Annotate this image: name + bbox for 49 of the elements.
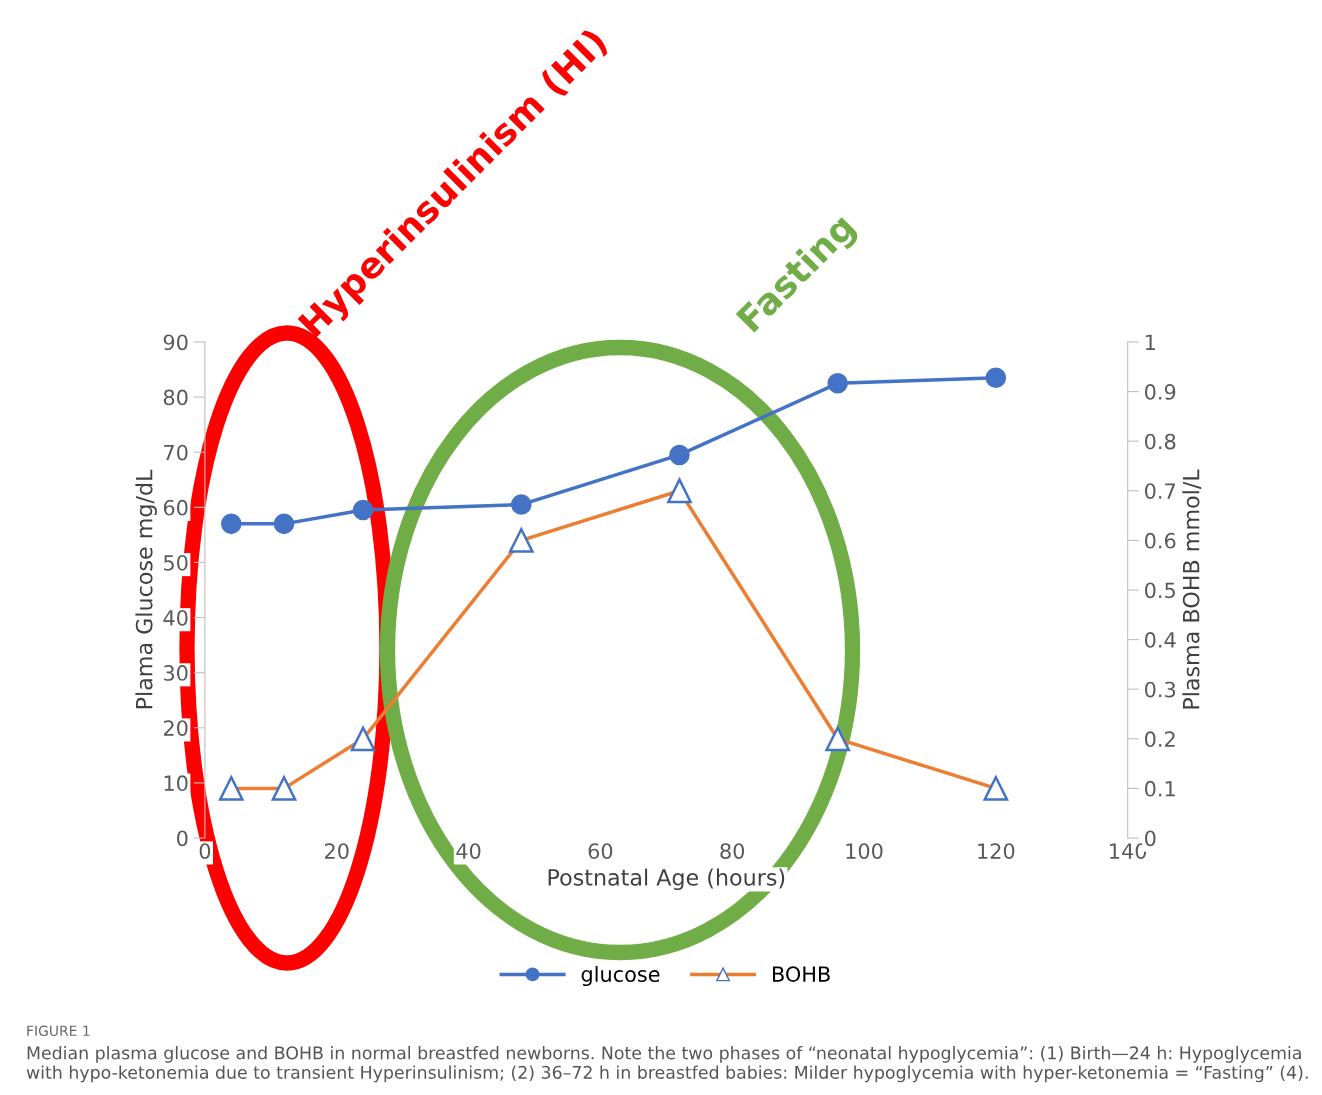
point bbox=[508, 528, 534, 553]
y-tick-label: 20 bbox=[163, 720, 188, 736]
x-tick-label: 120 bbox=[978, 843, 1015, 859]
y2-tick-label: 0.7 bbox=[1145, 483, 1175, 499]
point bbox=[352, 499, 374, 521]
point bbox=[350, 726, 376, 752]
point bbox=[983, 776, 1009, 801]
y2-axis-title: Plasma BOHB mmol/L bbox=[1182, 469, 1202, 709]
y-tick-label: 90 bbox=[163, 334, 188, 351]
text: Median plasma glucose and BOHB in normal breastfed newborns. Note the two phases of “neonatal hypoglycemia”: (1) Birth—24 h: Hypoglycemia with hypo-ketonemia due to transient Hyperinsulinism; (2) 36–72 h in breastfed babies: Milder hypoglycemia with hyper-ketonemia = “Fasting” (4). bbox=[26, 1046, 1308, 1083]
x-tick-label: 0 bbox=[199, 843, 211, 859]
y2-tick-label: 0.9 bbox=[1145, 384, 1176, 400]
y-tick-label: 60 bbox=[163, 499, 188, 516]
y2-tick-label: 0.4 bbox=[1145, 632, 1176, 648]
y-tick-label: 40 bbox=[163, 610, 188, 626]
y-tick-label: 80 bbox=[163, 389, 188, 406]
x-tick-label: 40 bbox=[456, 843, 481, 859]
y-tick-label: 30 bbox=[164, 665, 188, 681]
legend-label: BOHB bbox=[773, 966, 830, 983]
x-tick-label: 20 bbox=[325, 843, 349, 859]
y-tick-label: 70 bbox=[164, 444, 188, 461]
y-axis-title: Plama Glucose mg/dL bbox=[135, 469, 157, 709]
point bbox=[511, 494, 532, 515]
point bbox=[669, 444, 690, 466]
y2-tick-label: 0.2 bbox=[1145, 731, 1175, 748]
point bbox=[271, 776, 297, 801]
y-tick-label: 50 bbox=[164, 554, 188, 571]
y-tick-label: 10 bbox=[164, 775, 188, 792]
x-tick-label: 80 bbox=[720, 843, 745, 859]
y2-tick-label: 0.5 bbox=[1145, 582, 1175, 599]
point bbox=[825, 726, 851, 752]
y2-tick-label: 0.6 bbox=[1145, 532, 1176, 549]
point bbox=[221, 513, 242, 535]
x-axis-title: Postnatal Age (hours) bbox=[548, 868, 785, 891]
point bbox=[218, 776, 244, 801]
caption: FIGURE 1 bbox=[27, 1025, 90, 1037]
y2-tick-label: 0.8 bbox=[1145, 433, 1176, 450]
point bbox=[985, 367, 1007, 389]
y2-tick-label: 1 bbox=[1145, 334, 1155, 350]
y2-tick-label: 0.3 bbox=[1145, 681, 1176, 698]
point bbox=[273, 513, 295, 535]
y2-tick-label: 0.1 bbox=[1145, 780, 1175, 797]
y-tick-label: 0 bbox=[177, 830, 188, 847]
x-tick-label: 60 bbox=[588, 843, 613, 859]
point bbox=[667, 478, 692, 504]
x-tick-label: 100 bbox=[846, 843, 883, 859]
y2-tick-label: 0 bbox=[1145, 830, 1156, 847]
legend-label: glucose bbox=[581, 965, 660, 987]
point bbox=[827, 373, 848, 394]
